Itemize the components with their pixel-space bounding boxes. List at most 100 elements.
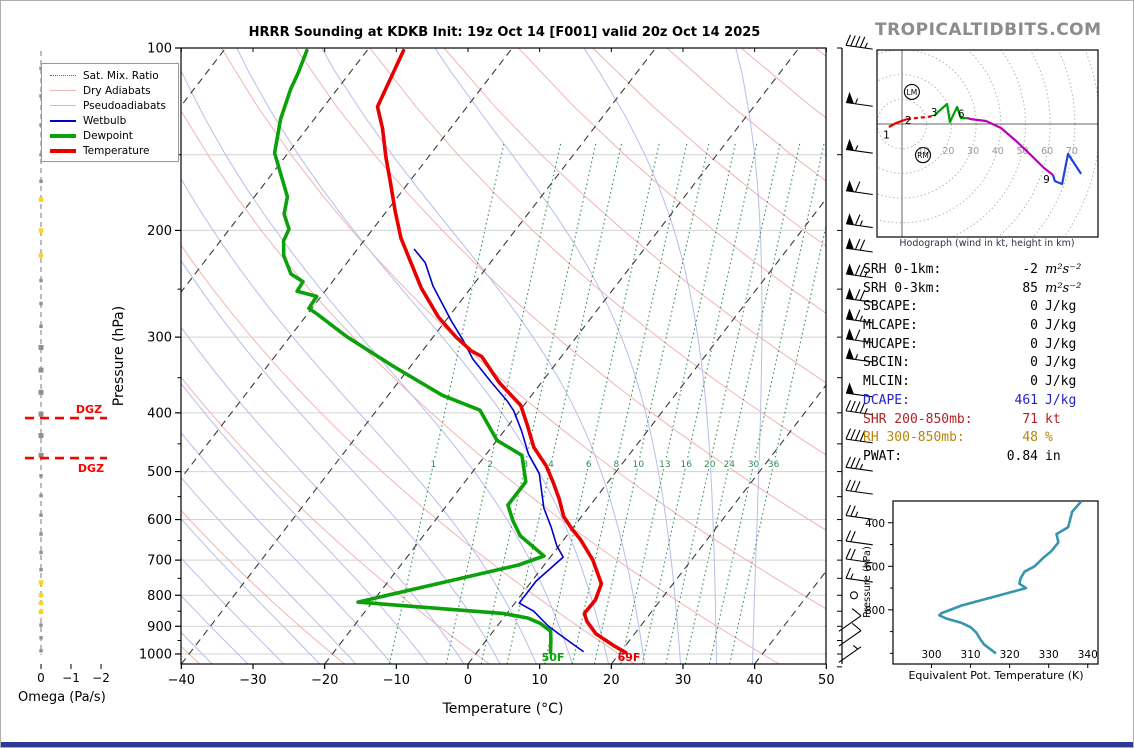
hodograph-frame [876,49,1099,238]
pressure-tick-label: 700 [147,554,172,569]
wind-barb-full [854,264,861,276]
pseudoadiabat-line [181,557,285,664]
stat-label: SRH 0-1km: [863,262,942,277]
pseudoadiabat-line [583,48,718,664]
wind-barb-full [850,480,856,492]
wind-barb-full [845,548,852,560]
legend-item-label: Temperature [83,144,150,157]
omega-marker [38,452,44,458]
pseudoadiabat-line [434,48,682,664]
wind-barb-half [864,408,868,414]
omega-marker [38,433,44,439]
isotherm-line [181,48,513,480]
wind-barb-half [850,573,854,580]
sat-mix-ratio-line [684,140,801,664]
hodograph-height-label: 3 [931,107,938,119]
wind-barb-full [859,430,866,442]
omega-axis-label: Omega (Pa/s) [18,690,106,705]
wind-barb-staff [838,615,862,632]
stat-label: SBCIN: [863,355,910,371]
legend-item-wetbulb: Wetbulb [42,113,178,128]
wind-barb-full [850,35,856,47]
pseudoadiabat-line [321,48,646,664]
omega-marker [38,344,44,350]
wind-barb-full [850,429,856,441]
wind-barb-half [859,220,863,226]
page-title: HRRR Sounding at KDKB Init: 19z Oct 14 [… [248,25,761,40]
stat-row: SRH 0-3km: 85 m²s⁻² [863,281,1113,297]
hodograph-height-label: 6 [958,109,965,121]
dry-adiabat-line [295,48,826,531]
pressure-tick-label: 100 [147,42,172,57]
sat-mix-ratio-line [641,140,758,664]
theta-e-panel: 400 600 800 300 310 320 330 340 [865,500,1099,668]
wind-barb-staff [845,101,873,107]
sat-mix-ratio-line [709,140,826,664]
stat-row: SHR 200-850mb: 71 kt [863,412,1113,428]
surface-dewpoint-label: 50F [542,651,565,664]
pressure-tick-label: 1000 [139,648,172,663]
omega-marker [39,301,43,306]
wind-barb-full [855,457,861,469]
temperature-line-sample [50,148,76,153]
theta-e-x-tick-label: 340 [1078,649,1098,661]
stat-label: MLCAPE: [863,318,918,334]
wind-barb-full [845,456,852,468]
mixing-ratio-label: 30 [748,460,760,470]
sat-mix-ratio-line [620,140,737,664]
omega-marker [38,197,44,203]
wind-barb-staff [838,630,862,647]
wind-barb-full [850,531,856,542]
hodograph-height-label: 2 [905,115,912,127]
stat-value: 48 [1022,430,1038,446]
theta-e-p-tick-label: 600 [865,561,885,573]
storm-motion-circle-RM [914,147,932,164]
pseudoadiabat-line [181,177,537,664]
pseudoadiabat-line [181,382,429,664]
wind-barb-full [845,428,852,440]
wind-barb-staff [845,515,873,520]
isotherm-line [181,48,657,664]
legend-item-label: Dry Adiabats [83,84,151,97]
wind-barb-staff [845,438,873,444]
wind-barb-full [855,35,861,47]
wind-barb-full [854,214,861,226]
wind-barb-pennant [846,213,854,225]
wind-barb-full [854,309,861,321]
mixing-ratio-label: 2 [487,460,493,470]
omega-marker [38,593,44,598]
wind-barb-full [850,457,856,469]
pressure-tick-label: 900 [147,620,172,635]
omega-marker [39,532,43,536]
pseudoadiabat-line [236,48,609,664]
omega-tick-label: −1 [62,671,80,685]
dry-adiabat-line [181,244,636,664]
sat-mix-ratio-line [544,140,661,664]
stat-value: 0 [1030,374,1038,390]
temperature-tick-label: 30 [675,673,692,688]
temperature-tick-label: −30 [239,673,266,688]
stat-label: RH 300-850mb: [863,430,965,446]
stat-value: 0 [1030,318,1038,334]
omega-marker [39,474,43,478]
hodograph-caption: Hodograph (wind in kt, height in km) [899,238,1075,249]
omega-marker [39,278,43,283]
temperature-tick-label: 20 [603,673,620,688]
stat-value: 0 [1030,355,1038,371]
mixing-ratio-label: 16 [681,460,693,470]
wind-barb-pennant [846,180,854,192]
temperature-tick-label: 40 [746,673,763,688]
wind-barb-full [854,289,861,300]
dry-adiabat-line [220,48,826,610]
temperature-axis-label: Temperature (°C) [442,701,564,717]
wind-barb-pennant [846,138,854,151]
temperature-tick-label: −20 [311,673,338,688]
stat-value: 461 [1014,392,1038,408]
wind-barb-full [859,265,866,277]
omega-marker [38,253,44,258]
wind-barb-half [864,271,868,277]
omega-marker [38,600,44,606]
wind-barb-half [859,315,863,322]
wind-barb-full [845,530,852,542]
